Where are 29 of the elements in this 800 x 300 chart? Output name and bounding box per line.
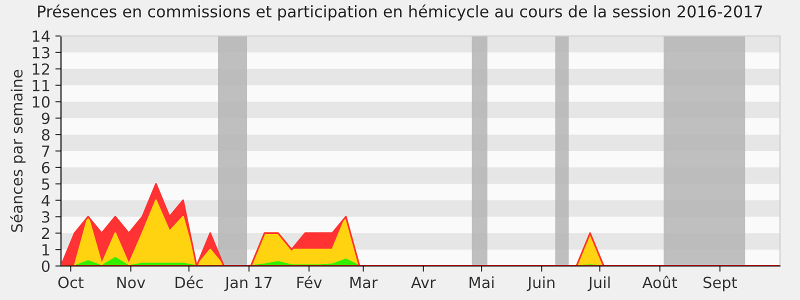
x-tick-label: Déc [176,276,203,288]
y-tick-label: 6 [42,162,50,174]
y-tick-label: 7 [42,146,50,157]
x-tick-label: Mai [470,276,494,288]
y-tick-label: 12 [32,63,50,75]
chart-title: Présences en commissions et participation en hémicycle au cours de la session 2016-2017 [38,4,762,21]
x-tick-label: Mar [350,276,378,288]
x-tick-label: Juil [588,276,610,292]
x-tick-label: Fév [297,276,322,288]
y-tick-label: 8 [42,129,50,141]
y-tick-label: 1 [42,244,50,256]
y-tick-label: 4 [42,194,50,206]
y-axis-title: Séances par semaine [10,70,26,232]
y-tick-label: 3 [42,211,50,223]
y-tick-label: 10 [32,96,50,108]
x-tick-label: Juin [526,276,554,292]
y-tick-label: 14 [32,30,50,42]
x-tick-label: Nov [117,276,146,288]
y-tick-label: 11 [32,80,50,92]
y-tick-label: 5 [42,178,50,190]
y-tick-label: 0 [42,260,50,272]
x-tick-label: Sept [704,276,737,292]
y-tick-label: 13 [32,46,50,58]
x-tick-label: Août [642,276,678,288]
x-tick-label: Oct [58,276,84,288]
x-tick-label: Avr [411,276,436,288]
x-tick-label: Jan 17 [224,276,272,292]
y-tick-label: 2 [42,228,50,239]
y-tick-label: 9 [42,112,50,124]
